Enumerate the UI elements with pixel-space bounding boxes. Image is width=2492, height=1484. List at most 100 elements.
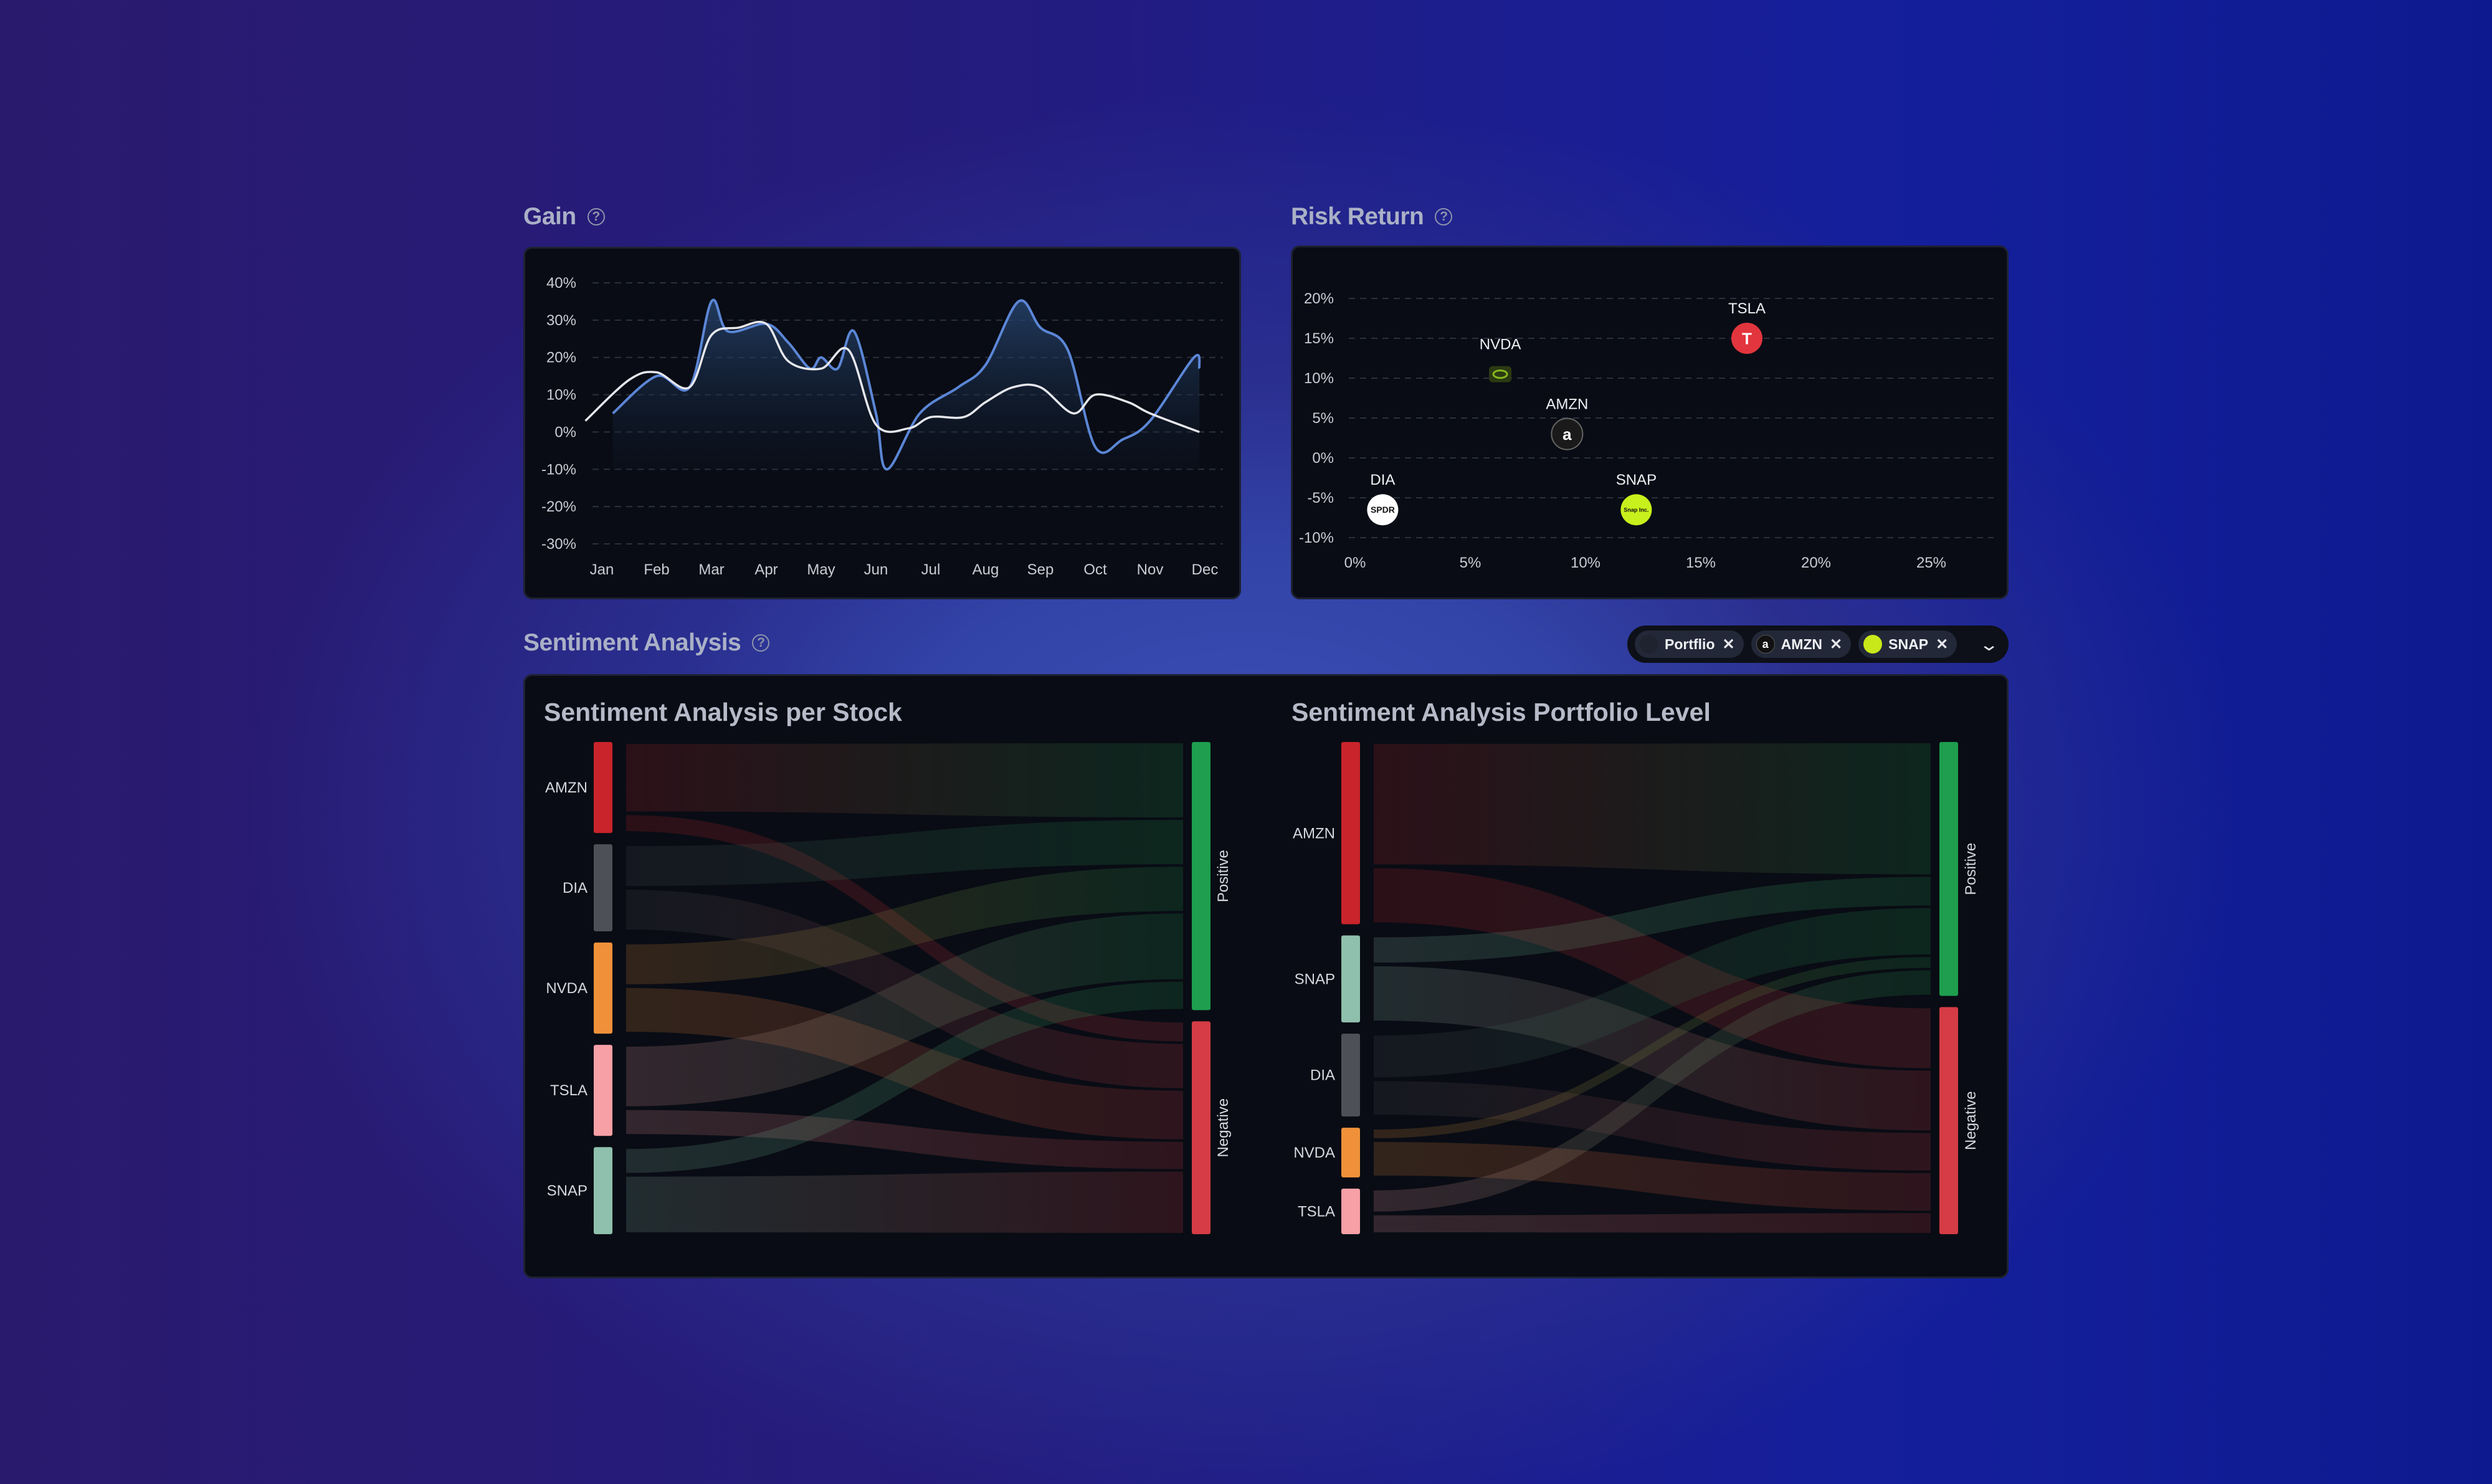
snap-logo-icon: [1620, 494, 1652, 526]
point-label: SNAP: [1616, 472, 1657, 488]
x-tick-label: 5%: [1460, 554, 1481, 571]
sankey-source-label: DIA: [1310, 1067, 1335, 1084]
sankey-target-label: Negative: [1962, 1091, 1979, 1150]
amazon-logo-icon: a: [1756, 635, 1775, 654]
scatter-point: Snap Inc. SNAP: [1616, 472, 1657, 526]
filter-chip-snap[interactable]: SNAP ✕: [1858, 630, 1957, 658]
sankey-link: [1374, 1081, 1931, 1171]
filter-chip-label: AMZN: [1781, 635, 1823, 652]
sankey-source-node: [594, 942, 612, 1034]
sankey-target-node: [1192, 1021, 1210, 1234]
help-icon[interactable]: ?: [587, 208, 605, 226]
help-icon[interactable]: ?: [752, 634, 770, 652]
sankey-link: [626, 1110, 1183, 1169]
x-tick-label: 0%: [1344, 554, 1366, 571]
series-line: [584, 320, 1200, 434]
scatter-point: T TSLA: [1728, 300, 1766, 354]
y-tick-label: -10%: [541, 461, 576, 478]
y-tick-label: -5%: [1307, 490, 1334, 507]
nvidia-logo-icon: [1489, 366, 1512, 383]
sankey-link: [626, 981, 1183, 1173]
logo-text: Snap Inc.: [1624, 507, 1648, 513]
sankey-target-node: [1192, 742, 1210, 1011]
sankey-link: [626, 913, 1183, 1106]
sankey-title: Sentiment Analysis Portfolio Level: [1291, 698, 1711, 726]
filter-chip-amzn[interactable]: a AMZN ✕: [1751, 630, 1852, 658]
point-label: AMZN: [1546, 396, 1588, 413]
y-tick-label: 15%: [1304, 330, 1334, 347]
filter-chip-portfolio[interactable]: Portflio ✕: [1635, 630, 1744, 658]
logo-text: a: [1562, 425, 1572, 444]
sankey-source-node: [1341, 1034, 1360, 1117]
gain-chart: 40% 30% 20% 10% 0% -10% -20% -30% Jan Feb Mar Apr Ma…: [541, 275, 1223, 578]
risk-return-panel: 20% 15% 10% 5% 0% -5% -10% 0% 5% 10% 15% 20% 25% T TSL…: [1291, 245, 2009, 599]
risk-return-chart: 20% 15% 10% 5% 0% -5% -10% 0% 5% 10% 15% 20% 25% T TSL…: [1299, 290, 1994, 571]
risk-return-title: Risk Return ?: [1291, 203, 1453, 231]
x-tick-label: 15%: [1686, 554, 1716, 571]
chevron-down-icon[interactable]: ⌄: [1978, 634, 1999, 654]
close-icon[interactable]: ✕: [1936, 635, 1949, 653]
y-tick-label: 20%: [546, 350, 576, 366]
x-tick-label: Mar: [698, 561, 724, 578]
logo-text: T: [1742, 329, 1752, 348]
filter-chip-label: Portflio: [1665, 635, 1715, 652]
y-tick-label: 10%: [546, 387, 576, 404]
sankey-link: [626, 987, 1183, 1139]
y-tick-label: 40%: [546, 275, 576, 292]
sentiment-sankey-charts: Sentiment Analysis per Stock AMZN DIA NVDA T…: [544, 698, 1979, 1234]
sankey-title: Sentiment Analysis per Stock: [544, 698, 902, 726]
sankey-source-node: [1341, 1188, 1360, 1234]
y-tick-label: 20%: [1304, 290, 1334, 307]
y-tick-label: 0%: [554, 424, 576, 440]
help-icon[interactable]: ?: [1435, 208, 1453, 226]
filter-chip-label: SNAP: [1888, 635, 1929, 652]
tesla-logo-icon: [1731, 323, 1762, 354]
sankey-target-label: Positive: [1962, 843, 1979, 895]
y-tick-label: 10%: [1304, 370, 1334, 387]
x-tick-label: Jul: [921, 561, 941, 578]
sankey-source-node: [594, 1147, 612, 1234]
sankey-link: [626, 1171, 1183, 1233]
sentiment-title: Sentiment Analysis ?: [523, 629, 770, 657]
sankey-source-label: NVDA: [1293, 1144, 1335, 1161]
snap-logo-icon: [1863, 635, 1883, 654]
sankey-source-node: [594, 844, 612, 931]
point-label: DIA: [1370, 472, 1395, 488]
sankey-source-node: [1341, 742, 1360, 925]
sankey-link: [1374, 957, 1931, 1139]
sankey-source-label: DIA: [563, 880, 587, 897]
x-tick-label: Jan: [590, 561, 614, 578]
x-tick-label: Oct: [1083, 561, 1107, 578]
series-line: [612, 298, 1201, 471]
close-icon[interactable]: ✕: [1722, 635, 1735, 653]
logo-text: SPDR: [1371, 505, 1395, 515]
sankey-link: [1374, 877, 1931, 963]
sankey-target-label: Negative: [1215, 1098, 1232, 1158]
close-icon[interactable]: ✕: [1830, 635, 1843, 653]
dia-logo-icon: [1367, 494, 1399, 526]
point-label: TSLA: [1728, 300, 1766, 317]
sankey-target-label: Positive: [1215, 850, 1232, 902]
sankey-link: [1374, 908, 1931, 1078]
sankey-link: [1374, 970, 1931, 1212]
y-tick-label: 0%: [1312, 450, 1334, 467]
sankey-link: [1374, 1142, 1931, 1211]
sankey-link: [1374, 868, 1931, 1068]
x-tick-label: 10%: [1571, 554, 1600, 571]
y-tick-label: -30%: [541, 536, 576, 553]
gain-title: Gain ?: [523, 203, 605, 231]
amazon-logo-icon: [1551, 417, 1584, 450]
scatter-point: a AMZN: [1546, 396, 1588, 450]
x-tick-label: May: [807, 561, 835, 578]
stock-filter-bar: Portflio ✕ a AMZN ✕ SNAP ✕ ⌄: [1627, 625, 2009, 663]
sankey-target-node: [1939, 742, 1958, 996]
sankey-link: [1374, 743, 1931, 875]
logo-mark: [1492, 369, 1508, 379]
sankey-source-label: TSLA: [1298, 1203, 1335, 1220]
sankey-source-label: SNAP: [1295, 971, 1335, 987]
sankey-source-node: [1341, 1128, 1360, 1177]
x-tick-label: Sep: [1027, 561, 1054, 578]
x-tick-label: 25%: [1916, 554, 1946, 571]
sankey-target-node: [1939, 1007, 1958, 1234]
sankey-source-node: [1341, 935, 1360, 1023]
